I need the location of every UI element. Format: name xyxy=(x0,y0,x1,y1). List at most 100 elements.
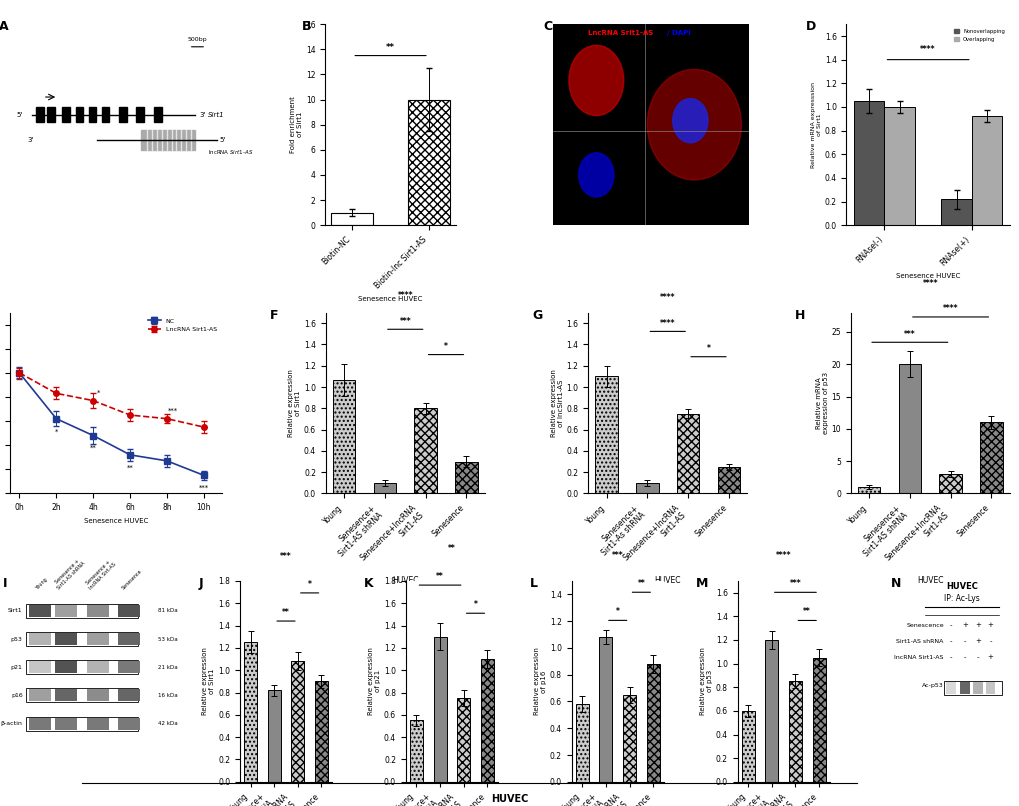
Bar xyxy=(331,213,373,225)
Text: 81 kDa: 81 kDa xyxy=(158,609,178,613)
Text: **: ** xyxy=(282,608,289,617)
Bar xyxy=(25,688,138,703)
Bar xyxy=(764,640,777,782)
Text: ***: *** xyxy=(789,580,801,588)
Bar xyxy=(646,664,659,782)
Text: 21 kDa: 21 kDa xyxy=(158,665,178,670)
X-axis label: HUVEC: HUVEC xyxy=(654,575,681,584)
Text: ****: **** xyxy=(397,291,413,301)
Bar xyxy=(87,633,108,645)
Text: p21: p21 xyxy=(11,665,22,670)
Bar xyxy=(55,661,77,673)
Text: -: - xyxy=(949,654,952,660)
Text: *: * xyxy=(443,342,447,351)
Ellipse shape xyxy=(578,153,613,197)
Text: *: * xyxy=(473,600,477,609)
Text: -: - xyxy=(949,622,952,628)
Text: +: + xyxy=(986,622,993,628)
Text: β-actin: β-actin xyxy=(1,721,22,726)
Bar xyxy=(972,683,981,695)
Text: M: M xyxy=(695,577,708,590)
Bar xyxy=(118,633,140,645)
Bar xyxy=(118,717,140,729)
Bar xyxy=(408,100,449,225)
Text: IP: Ac-Lys: IP: Ac-Lys xyxy=(944,594,979,603)
Ellipse shape xyxy=(569,45,624,115)
Text: ****: **** xyxy=(659,319,675,328)
Text: Ac-p53: Ac-p53 xyxy=(921,683,943,688)
Text: +: + xyxy=(961,622,967,628)
Text: ***: *** xyxy=(611,551,623,560)
Text: Senesence: Senesence xyxy=(120,568,143,591)
Bar xyxy=(87,605,108,617)
Bar xyxy=(599,637,611,782)
Text: lncRNA Sirt1-AS: lncRNA Sirt1-AS xyxy=(894,654,943,660)
Text: **: ** xyxy=(386,43,394,52)
Bar xyxy=(55,605,77,617)
Y-axis label: Fold enrichment
of Sirt1: Fold enrichment of Sirt1 xyxy=(289,96,303,153)
Text: *: * xyxy=(97,390,100,396)
Y-axis label: Relative expression
of p16: Relative expression of p16 xyxy=(534,647,546,715)
Bar xyxy=(25,660,138,675)
Bar xyxy=(244,642,257,782)
Bar xyxy=(414,409,436,493)
Bar xyxy=(741,711,754,782)
Bar xyxy=(883,107,914,225)
Bar xyxy=(29,605,51,617)
Text: 5': 5' xyxy=(16,111,23,118)
Bar xyxy=(853,101,883,225)
Text: Senesence +
Sirt1-AS shRNA: Senesence + Sirt1-AS shRNA xyxy=(52,557,87,591)
Bar xyxy=(941,199,971,225)
Text: ****: **** xyxy=(919,45,935,54)
Bar xyxy=(985,683,995,695)
Text: J: J xyxy=(199,577,203,590)
Y-axis label: Relative mRNA
expression of p53: Relative mRNA expression of p53 xyxy=(815,372,827,434)
Bar xyxy=(55,717,77,729)
Text: Sirt1-AS shRNA: Sirt1-AS shRNA xyxy=(896,638,943,644)
Bar xyxy=(480,659,493,782)
Bar xyxy=(267,690,280,782)
Bar xyxy=(857,487,879,493)
X-axis label: Senesence HUVEC: Senesence HUVEC xyxy=(895,273,960,279)
Bar xyxy=(332,380,355,493)
X-axis label: Senesence HUVEC: Senesence HUVEC xyxy=(84,517,149,524)
Bar xyxy=(75,107,84,123)
Bar xyxy=(979,422,1002,493)
Y-axis label: Relative expression
of p53: Relative expression of p53 xyxy=(699,647,712,715)
Bar xyxy=(971,116,1002,225)
Bar xyxy=(55,633,77,645)
Bar xyxy=(102,107,109,123)
Text: / DAPI: / DAPI xyxy=(666,30,690,36)
Text: ****: **** xyxy=(775,551,791,560)
Text: A: A xyxy=(0,20,9,33)
Text: **: ** xyxy=(90,445,97,451)
Text: 3': 3' xyxy=(200,111,206,118)
Text: ****: **** xyxy=(921,279,937,288)
Bar xyxy=(87,717,108,729)
Text: -: - xyxy=(963,638,965,644)
Text: H: H xyxy=(794,309,805,322)
Text: ***: *** xyxy=(280,552,291,561)
Y-axis label: Relative expression
of lncSirt1-AS: Relative expression of lncSirt1-AS xyxy=(550,369,564,437)
Bar xyxy=(636,483,658,493)
Bar xyxy=(433,637,446,782)
Bar xyxy=(29,633,51,645)
Bar xyxy=(25,604,138,618)
Bar xyxy=(315,681,328,782)
Bar xyxy=(137,107,144,123)
Text: ***: *** xyxy=(399,317,411,326)
Text: C: C xyxy=(543,20,552,33)
Bar xyxy=(812,658,824,782)
Text: **: ** xyxy=(447,544,455,553)
Bar xyxy=(410,721,423,782)
Text: Senescence: Senescence xyxy=(905,622,943,628)
Text: ***: *** xyxy=(199,485,209,491)
Text: *: * xyxy=(308,580,311,589)
Text: p16: p16 xyxy=(11,693,22,698)
Text: HUVEC: HUVEC xyxy=(945,582,977,591)
Text: **: ** xyxy=(436,572,443,581)
Text: -: - xyxy=(963,654,965,660)
Text: +: + xyxy=(986,654,993,660)
Y-axis label: Relative expression
of Sirt1: Relative expression of Sirt1 xyxy=(202,647,215,715)
Text: N: N xyxy=(890,577,900,590)
